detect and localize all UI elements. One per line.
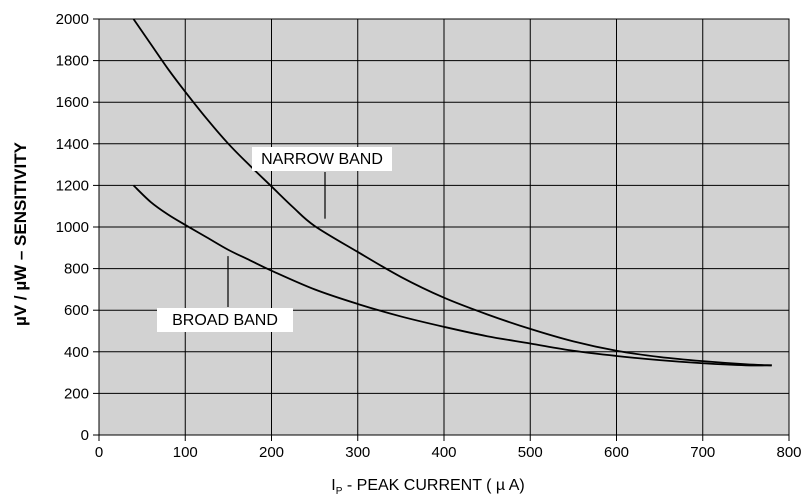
series-lines xyxy=(132,18,772,367)
narrow-band-label-bg xyxy=(252,147,392,171)
narrow-band-label: NARROW BAND xyxy=(261,151,383,168)
broad-band-label-bg xyxy=(157,308,293,332)
y-tick-label-1200: 1200 xyxy=(56,177,89,194)
x-tick-label-600: 600 xyxy=(604,444,629,461)
y-axis-ticks: 0 200 400 600 800 1000 1200 1400 1600 1800 2000 xyxy=(56,11,99,444)
y-axis-label: µV / µW – SENSITIVITY xyxy=(11,141,30,326)
y-tick-label-800: 800 xyxy=(64,261,89,278)
y-tick-label-200: 200 xyxy=(64,385,89,402)
x-tick-label-0: 0 xyxy=(95,444,103,461)
series-line-broad-band xyxy=(132,184,772,367)
x-tick-label-500: 500 xyxy=(518,444,543,461)
y-tick-label-1000: 1000 xyxy=(56,219,89,236)
x-tick-label-400: 400 xyxy=(431,444,456,461)
x-axis-label: IP - PEAK CURRENT ( µ A) xyxy=(331,477,524,496)
x-axis-ticks: 0 100 200 300 400 500 600 700 800 xyxy=(95,435,802,461)
plot-border xyxy=(98,18,790,436)
x-tick-label-800: 800 xyxy=(776,444,801,461)
y-tick-label-1600: 1600 xyxy=(56,94,89,111)
y-tick-label-600: 600 xyxy=(64,302,89,319)
x-tick-label-100: 100 xyxy=(173,444,198,461)
broad-band-label: BROAD BAND xyxy=(172,312,278,329)
x-tick-label-200: 200 xyxy=(259,444,284,461)
y-tick-label-0: 0 xyxy=(81,427,89,444)
y-tick-label-400: 400 xyxy=(64,344,89,361)
y-tick-label-2000: 2000 xyxy=(56,11,89,28)
series-annotations: NARROW BAND BROAD BAND xyxy=(157,147,392,332)
x-tick-label-300: 300 xyxy=(345,444,370,461)
y-tick-label-1400: 1400 xyxy=(56,136,89,153)
y-tick-label-1800: 1800 xyxy=(56,53,89,70)
series-line-narrow-band xyxy=(132,18,772,367)
x-tick-label-700: 700 xyxy=(690,444,715,461)
